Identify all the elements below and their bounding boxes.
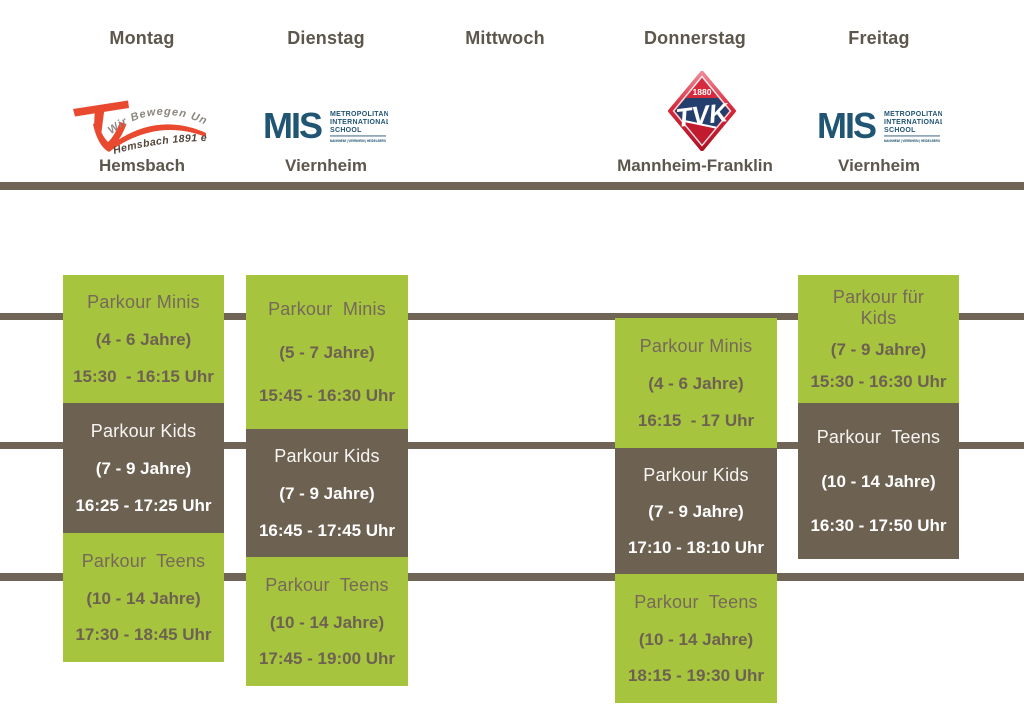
class-title: Parkour Minis <box>268 298 386 319</box>
class-title: Parkour Kids <box>274 446 380 467</box>
class-block-freitag-kids: Parkour für Kids (7 - 9 Jahre) 15:30 - 1… <box>798 275 959 403</box>
tv-hemsbach-logo: Wir Bewegen Uns Hemsbach 1891 e.V. <box>68 96 208 156</box>
class-age-range: (5 - 7 Jahre) <box>279 343 375 363</box>
class-age-range: (10 - 14 Jahre) <box>821 472 936 492</box>
class-block-donnerstag-teens: Parkour Teens (10 - 14 Jahre) 18:15 - 19… <box>615 574 777 703</box>
class-block-donnerstag-minis: Parkour Minis (4 - 6 Jahre) 16:15 - 17 U… <box>615 318 777 448</box>
class-age-range: (7 - 9 Jahre) <box>648 502 744 522</box>
tvk-logo: 1880 TVK <box>668 71 736 151</box>
class-title: Parkour Minis <box>639 335 753 356</box>
mis-rule <box>884 135 940 137</box>
class-time: 17:30 - 18:45 Uhr <box>75 625 212 645</box>
day-header-montag: Montag <box>109 28 175 48</box>
day-header-dienstag: Dienstag <box>287 28 365 48</box>
class-title: Parkour Teens <box>634 591 758 612</box>
mis-rule <box>330 135 386 137</box>
mis-line3: SCHOOL <box>330 127 362 134</box>
svg-text:Hemsbach 1891 e.V.: Hemsbach 1891 e.V. <box>68 96 207 156</box>
mis-line2: INTERNATIONAL <box>330 119 388 126</box>
mis-monogram: MIS <box>264 105 322 146</box>
class-age-range: (7 - 9 Jahre) <box>279 484 375 504</box>
class-block-donnerstag-kids: Parkour Kids (7 - 9 Jahre) 17:10 - 18:10… <box>615 448 777 574</box>
tvk-year: 1880 <box>693 87 712 97</box>
tvk-white-stripe <box>682 119 717 129</box>
tvk-monogram: TVK <box>674 97 731 133</box>
class-age-range: (7 - 9 Jahre) <box>95 459 192 479</box>
class-time: 16:30 - 17:50 Uhr <box>810 515 947 535</box>
class-time: 17:10 - 18:10 Uhr <box>627 538 765 557</box>
schedule-column-montag: Parkour Minis (4 - 6 Jahre) 15:30 - 16:1… <box>63 275 224 662</box>
tv-logo-v-swoosh <box>93 122 127 152</box>
mis-line3: SCHOOL <box>884 127 916 134</box>
class-time: 16:25 - 17:25 Uhr <box>75 496 212 515</box>
schedule-column-freitag: Parkour für Kids (7 - 9 Jahre) 15:30 - 1… <box>798 275 959 559</box>
tvk-top-wedge <box>685 78 719 98</box>
day-header-freitag: Freitag <box>848 28 910 48</box>
class-block-dienstag-kids: Parkour Kids (7 - 9 Jahre) 16:45 - 17:45… <box>246 429 408 557</box>
header-divider <box>0 182 1024 190</box>
class-title: Parkour Kids <box>643 464 749 485</box>
class-block-montag-kids: Parkour Kids (7 - 9 Jahre) 16:25 - 17:25… <box>63 403 224 533</box>
venue-name-mannheim-franklin: Mannheim-Franklin <box>617 156 773 175</box>
class-age-range: (4 - 6 Jahre) <box>648 374 744 394</box>
day-header-donnerstag: Donnerstag <box>643 28 746 48</box>
mis-line1: METROPOLITAN <box>884 111 942 118</box>
schedule-column-dienstag: Parkour Minis (5 - 7 Jahre) 15:45 - 16:3… <box>246 275 408 686</box>
class-block-dienstag-teens: Parkour Teens (10 - 14 Jahre) 17:45 - 19… <box>246 557 408 686</box>
class-title: Parkour Teens <box>81 550 206 571</box>
class-age-range: (7 - 9 Jahre) <box>830 340 927 360</box>
class-block-montag-minis: Parkour Minis (4 - 6 Jahre) 15:30 - 16:1… <box>63 275 224 403</box>
class-age-range: (10 - 14 Jahre) <box>638 629 754 649</box>
class-block-montag-teens: Parkour Teens (10 - 14 Jahre) 17:30 - 18… <box>63 533 224 662</box>
mis-logo: MIS METROPOLITAN INTERNATIONAL SCHOOL MA… <box>818 105 942 146</box>
class-time: 16:45 - 17:45 Uhr <box>258 520 396 540</box>
class-time: 15:30 - 16:30 Uhr <box>810 371 947 391</box>
timeline-rule-3 <box>0 573 1024 581</box>
class-time: 16:15 - 17 Uhr <box>637 411 755 430</box>
mis-line2: INTERNATIONAL <box>884 119 942 126</box>
mis-line1: METROPOLITAN <box>330 111 388 118</box>
mis-monogram: MIS <box>818 105 876 146</box>
class-age-range: (10 - 14 Jahre) <box>269 612 385 632</box>
class-title: Parkour Minis <box>87 292 200 313</box>
mis-cities: MANNHEIM | VIERNHEIM | HEIDELBERG <box>330 138 386 143</box>
timeline-rule-1 <box>0 313 1024 320</box>
day-header-mittwoch: Mittwoch <box>465 28 545 48</box>
class-time: 15:30 - 16:15 Uhr <box>73 366 214 386</box>
tvk-white-outline <box>672 75 732 147</box>
class-age-range: (4 - 6 Jahre) <box>95 330 192 350</box>
class-time: 17:45 - 19:00 Uhr <box>258 649 396 669</box>
venue-name-viernheim: Viernheim <box>285 156 367 175</box>
mis-cities: MANNHEIM | VIERNHEIM | HEIDELBERG <box>884 138 940 143</box>
tv-logo-arc <box>106 124 206 152</box>
class-title: Parkour Teens <box>816 427 941 448</box>
venue-name-viernheim-2: Viernheim <box>838 156 920 175</box>
class-title: Parkour für Kids <box>832 287 930 328</box>
schedule-column-donnerstag: Parkour Minis (4 - 6 Jahre) 16:15 - 17 U… <box>615 318 777 703</box>
class-age-range: (10 - 14 Jahre) <box>86 588 201 608</box>
tv-logo-club-name: Hemsbach 1891 e.V. <box>68 96 207 156</box>
class-title: Parkour Teens <box>265 574 389 595</box>
class-block-freitag-teens: Parkour Teens (10 - 14 Jahre) 16:30 - 17… <box>798 403 959 559</box>
class-block-dienstag-minis: Parkour Minis (5 - 7 Jahre) 15:45 - 16:3… <box>246 275 408 429</box>
class-time: 18:15 - 19:30 Uhr <box>627 666 765 686</box>
mis-logo: MIS METROPOLITAN INTERNATIONAL SCHOOL MA… <box>264 105 388 146</box>
timeline-rule-2 <box>0 442 1024 449</box>
class-time: 15:45 - 16:30 Uhr <box>258 386 396 405</box>
class-title: Parkour Kids <box>90 420 197 441</box>
venue-name-hemsbach: Hemsbach <box>99 156 185 175</box>
